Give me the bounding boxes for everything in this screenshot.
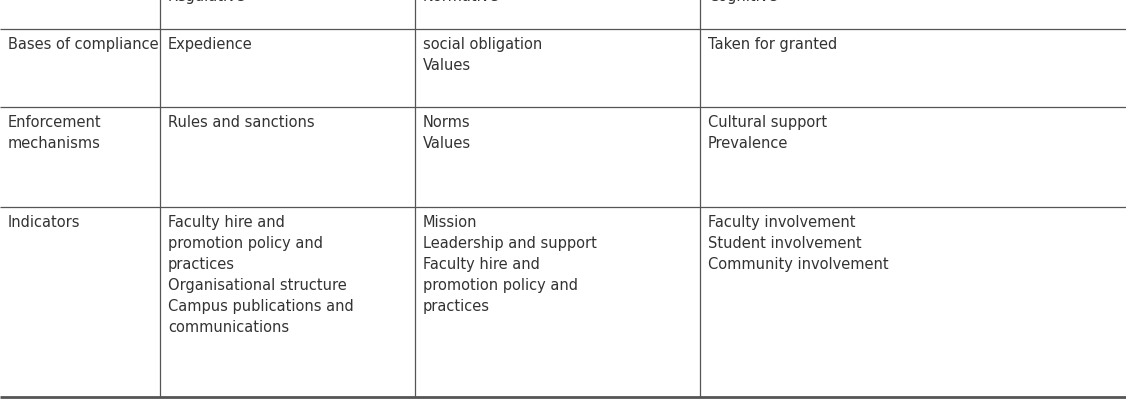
- Text: social obligation
Values: social obligation Values: [423, 37, 543, 73]
- Text: Expedience: Expedience: [168, 37, 252, 52]
- Text: Faculty involvement
Student involvement
Community involvement: Faculty involvement Student involvement …: [708, 214, 888, 271]
- Text: Mission
Leadership and support
Faculty hire and
promotion policy and
practices: Mission Leadership and support Faculty h…: [423, 214, 597, 313]
- Text: Taken for granted: Taken for granted: [708, 37, 838, 52]
- Text: Normative: Normative: [423, 0, 499, 4]
- Text: Bases of compliance: Bases of compliance: [8, 37, 159, 52]
- Text: Cognitive: Cognitive: [708, 0, 777, 4]
- Text: Faculty hire and
promotion policy and
practices
Organisational structure
Campus : Faculty hire and promotion policy and pr…: [168, 214, 354, 334]
- Text: Enforcement
mechanisms: Enforcement mechanisms: [8, 115, 101, 151]
- Text: Indicators: Indicators: [8, 214, 80, 229]
- Text: Rules and sanctions: Rules and sanctions: [168, 115, 314, 130]
- Text: Norms
Values: Norms Values: [423, 115, 471, 151]
- Text: Regulative: Regulative: [168, 0, 245, 4]
- Text: Cultural support
Prevalence: Cultural support Prevalence: [708, 115, 828, 151]
